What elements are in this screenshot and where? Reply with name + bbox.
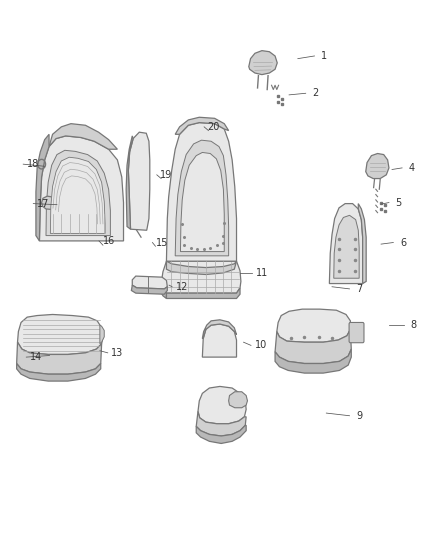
Polygon shape: [175, 117, 229, 134]
Text: 19: 19: [160, 170, 173, 180]
Text: 20: 20: [208, 122, 220, 132]
Text: 14: 14: [30, 352, 42, 362]
Text: 8: 8: [411, 320, 417, 330]
Text: 1: 1: [321, 51, 327, 61]
Text: 12: 12: [176, 282, 188, 292]
Polygon shape: [17, 364, 101, 381]
Text: 2: 2: [312, 88, 318, 98]
Text: 17: 17: [37, 199, 49, 208]
Polygon shape: [132, 276, 167, 289]
Text: 10: 10: [254, 341, 267, 350]
Polygon shape: [275, 349, 351, 373]
Text: 18: 18: [27, 159, 39, 169]
Polygon shape: [196, 425, 246, 443]
Polygon shape: [277, 309, 350, 342]
Polygon shape: [358, 204, 366, 284]
Polygon shape: [42, 196, 58, 209]
Polygon shape: [166, 261, 237, 274]
Polygon shape: [249, 51, 277, 75]
Text: 11: 11: [256, 268, 268, 278]
Polygon shape: [366, 154, 389, 179]
Polygon shape: [275, 329, 351, 364]
Polygon shape: [49, 124, 117, 149]
Polygon shape: [50, 157, 105, 233]
Polygon shape: [196, 411, 246, 436]
Polygon shape: [329, 204, 363, 284]
Polygon shape: [131, 285, 167, 294]
Polygon shape: [128, 132, 150, 230]
Polygon shape: [166, 288, 240, 298]
Polygon shape: [334, 215, 359, 278]
Text: 13: 13: [111, 348, 124, 358]
Polygon shape: [46, 150, 110, 236]
Polygon shape: [36, 134, 49, 241]
Text: 16: 16: [102, 236, 115, 246]
Text: 15: 15: [156, 238, 168, 247]
Polygon shape: [39, 136, 124, 241]
Text: 9: 9: [356, 411, 362, 421]
Polygon shape: [18, 314, 103, 354]
Text: 5: 5: [396, 198, 402, 207]
Text: 7: 7: [356, 284, 362, 294]
Polygon shape: [229, 392, 247, 408]
FancyBboxPatch shape: [349, 322, 364, 343]
Polygon shape: [180, 152, 224, 252]
Polygon shape: [161, 261, 241, 293]
Polygon shape: [198, 386, 246, 424]
Polygon shape: [17, 342, 102, 374]
Polygon shape: [100, 325, 104, 344]
Text: 4: 4: [409, 163, 415, 173]
Polygon shape: [175, 140, 229, 256]
Polygon shape: [202, 324, 237, 357]
Polygon shape: [202, 320, 237, 338]
Polygon shape: [126, 136, 133, 229]
Polygon shape: [166, 123, 237, 261]
Polygon shape: [160, 284, 166, 298]
Text: 6: 6: [400, 238, 406, 247]
